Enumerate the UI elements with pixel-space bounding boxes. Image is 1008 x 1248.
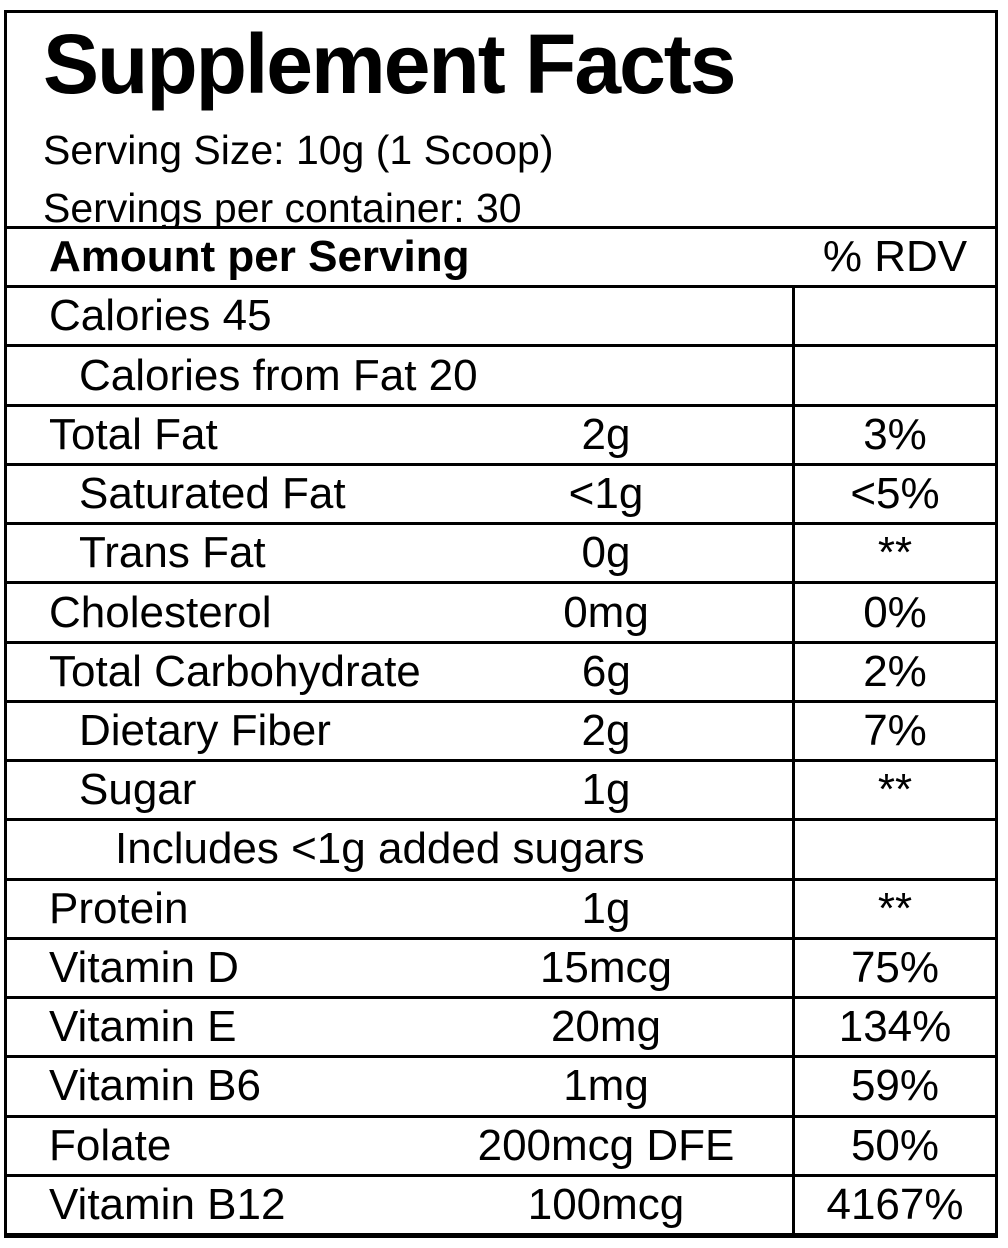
nutrient-amount: 100mcg [527,1179,685,1229]
nutrient-rdv: 2% [863,646,927,696]
nutrient-rdv: 75% [850,942,940,992]
nutrient-name: Dietary Fiber [79,705,331,755]
table-row: Trans Fat 0g ** [7,525,995,585]
nutrient-name: Vitamin B12 [49,1179,286,1229]
nutrient-amount: 6g [581,646,631,696]
nutrient-rdv: 7% [863,705,927,755]
nutrient-name: Includes <1g added sugars [115,824,645,874]
table-row: Sugar 1g ** [7,762,995,822]
nutrient-amount: <1g [568,469,644,519]
label-header-block: Supplement Facts Serving Size: 10g (1 Sc… [7,13,995,229]
serving-size-text: Serving Size: 10g (1 Scoop) [43,127,554,173]
nutrient-rdv: ** [877,765,913,815]
servings-per-container-text: Servings per container: 30 [43,185,522,229]
table-row: Protein 1g ** [7,880,995,940]
nutrient-rdv [795,288,995,344]
nutrient-rdv: 3% [863,409,927,459]
nutrient-rdv: <5% [850,469,940,519]
nutrient-amount: 1g [581,765,631,815]
table-row: Vitamin D 15mcg 75% [7,939,995,1000]
table-row: Vitamin B12 100mcg 4167% [7,1176,995,1233]
nutrient-name: Total Carbohydrate [49,646,421,696]
nutrient-name: Cholesterol [49,587,272,637]
table-header-row: Amount per Serving % RDV [7,229,995,289]
nutrient-rdv: 134% [838,1002,952,1052]
table-row: Folate 200mcg DFE 50% [7,1117,995,1177]
supplement-facts-label: Supplement Facts Serving Size: 10g (1 Sc… [4,10,998,1238]
nutrient-rdv [795,821,995,877]
nutrient-rdv: ** [877,528,913,578]
nutrient-name: Protein [49,883,189,933]
nutrient-name: Vitamin B6 [49,1061,261,1111]
nutrient-rdv: 50% [850,1120,940,1170]
nutrient-name: Trans Fat [79,528,266,578]
nutrient-amount: 1mg [563,1061,649,1111]
nutrient-amount: 1g [581,883,631,933]
rdv-header: % RDV [822,232,968,282]
nutrient-name: Saturated Fat [79,469,346,519]
nutrient-rdv: 0% [863,587,927,637]
nutrient-amount: 15mcg [539,942,673,992]
nutrient-name: Total Fat [49,409,218,459]
table-row: Dietary Fiber 2g 7% [7,702,995,763]
nutrient-name: Vitamin D [49,942,239,992]
nutrient-rdv: 59% [850,1061,940,1111]
nutrient-amount: 2g [581,705,631,755]
table-row: Includes <1g added sugars [7,821,995,881]
nutrient-name: Folate [49,1120,172,1170]
facts-table: Amount per Serving % RDV Calories 45 Cal… [7,229,995,1233]
table-row: Calories from Fat 20 [7,347,995,407]
amount-per-serving-header: Amount per Serving [49,232,470,282]
nutrient-rdv: ** [877,883,913,933]
table-row: Calories 45 [7,288,995,348]
nutrient-amount: 2g [581,409,631,459]
nutrient-name: Calories 45 [49,291,272,341]
nutrient-name: Vitamin E [49,1002,237,1052]
nutrient-name: Sugar [79,765,197,815]
nutrient-amount: 0g [581,528,631,578]
table-row: Vitamin E 20mg 134% [7,999,995,1059]
table-row: Total Fat 2g 3% [7,406,995,466]
table-row: Total Carbohydrate 6g 2% [7,643,995,703]
table-row: Vitamin B6 1mg 59% [7,1058,995,1118]
nutrient-rdv: 4167% [826,1179,964,1229]
nutrient-name: Calories from Fat 20 [79,350,478,400]
nutrient-rdv [795,347,995,403]
table-row: Saturated Fat <1g <5% [7,465,995,526]
table-row: Cholesterol 0mg 0% [7,584,995,644]
nutrient-amount: 0mg [563,587,649,637]
nutrient-amount: 200mcg DFE [477,1120,735,1170]
page-title: Supplement Facts [43,17,736,111]
nutrient-amount: 20mg [550,1002,662,1052]
